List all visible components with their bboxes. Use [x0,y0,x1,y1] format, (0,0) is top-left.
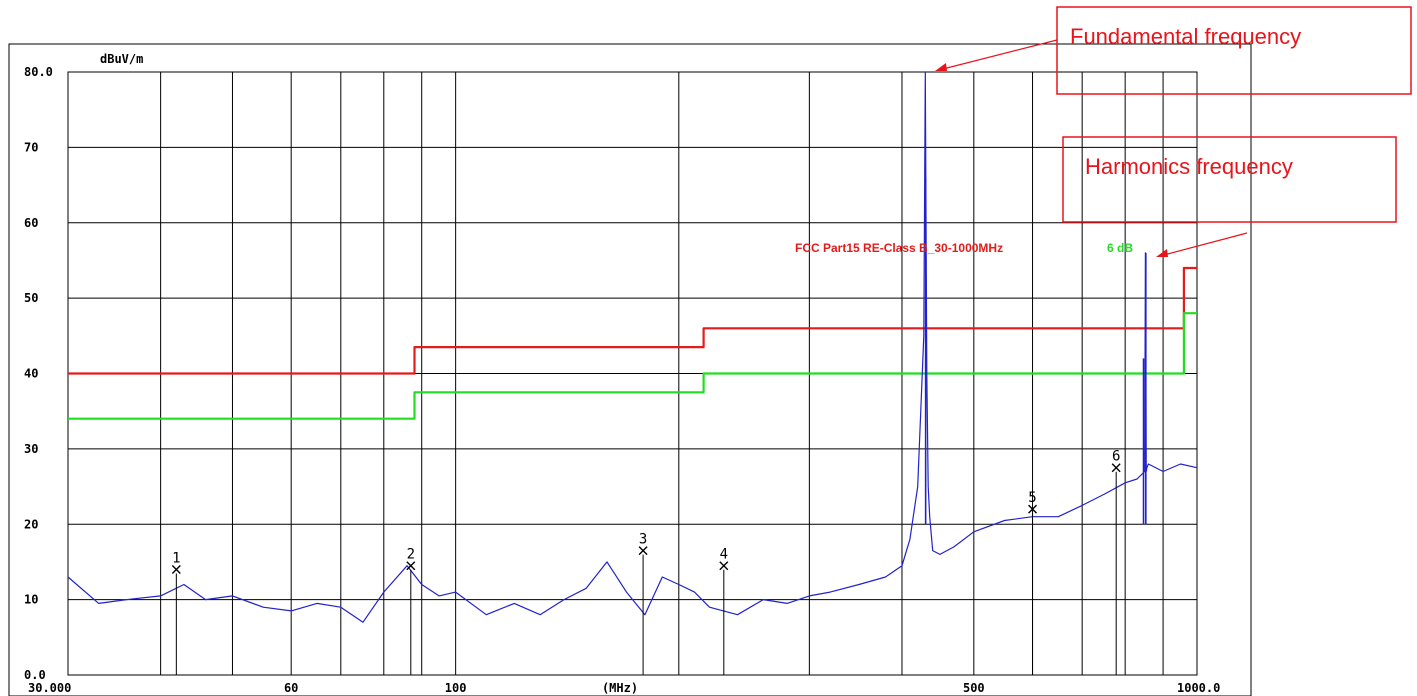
y-tick-label-50: 50 [24,291,38,305]
y-tick-label-80: 80.0 [24,65,53,79]
marker-label-4: 4 [720,547,728,563]
x-tick-label-500: 500 [963,681,985,695]
x-tick-label-100: 100 [445,681,467,695]
fundamental-callout-arrow [938,39,1058,71]
y-tick-label-60: 60 [24,216,38,230]
x-tick-label-1000: 1000.0 [1177,681,1220,695]
fundamental-callout-box [1056,6,1412,95]
marker-x-1 [171,564,181,574]
marker-label-5: 5 [1028,490,1036,506]
harmonics-callout-box [1062,136,1397,223]
y-tick-label-30: 30 [24,442,38,456]
fundamental-arrowhead [935,63,947,71]
limit-line-class-b [68,266,1197,375]
harmonics-callout-arrow [1159,232,1248,257]
callout-annotations: Fundamental frequency Harmonics frequenc… [935,6,1412,257]
fundamental-callout-text: Fundamental frequency [1070,24,1301,49]
marker-x-6 [1111,463,1121,473]
marker-label-1: 1 [172,550,180,566]
marker-x-4 [719,561,729,571]
y-axis-unit-label: dBuV/m [100,52,143,66]
y-tick-label-20: 20 [24,517,38,531]
marker-x-5 [1028,504,1038,514]
harmonics-arrowhead [1156,249,1168,257]
x-tick-label-60: 60 [284,681,298,695]
measurement-trace [67,71,1198,623]
x-tick-label-30: 30.000 [28,681,71,695]
y-tick-label-40: 40 [24,367,38,381]
red-limit-label: FCC Part15 RE-Class B_30-1000MHz [795,241,1003,255]
marker-label-6: 6 [1112,449,1120,465]
y-tick-label-0: 0.0 [24,668,46,682]
marker-x-3 [638,546,648,556]
y-tick-label-10: 10 [24,593,38,607]
peak-markers: 1 2 3 4 5 6 [171,449,1121,675]
trace-line [67,71,1198,623]
y-tick-label-70: 70 [24,140,38,154]
axis-labels: dBuV/m (MHz) 80.0 70 60 50 40 30 20 10 0.030.000… [24,52,1220,695]
harmonics-callout-text: Harmonics frequency [1085,154,1293,179]
limit-lines [68,266,1197,420]
marker-x-2 [406,561,416,571]
x-axis-unit-label: (MHz) [602,681,638,695]
limit-line-labels: FCC Part15 RE-Class B_30-1000MHz 6 dB [795,241,1133,255]
green-limit-label: 6 dB [1107,241,1133,255]
marker-label-3: 3 [639,532,647,548]
marker-label-2: 2 [407,547,415,563]
limit-line-margin [68,312,1197,420]
